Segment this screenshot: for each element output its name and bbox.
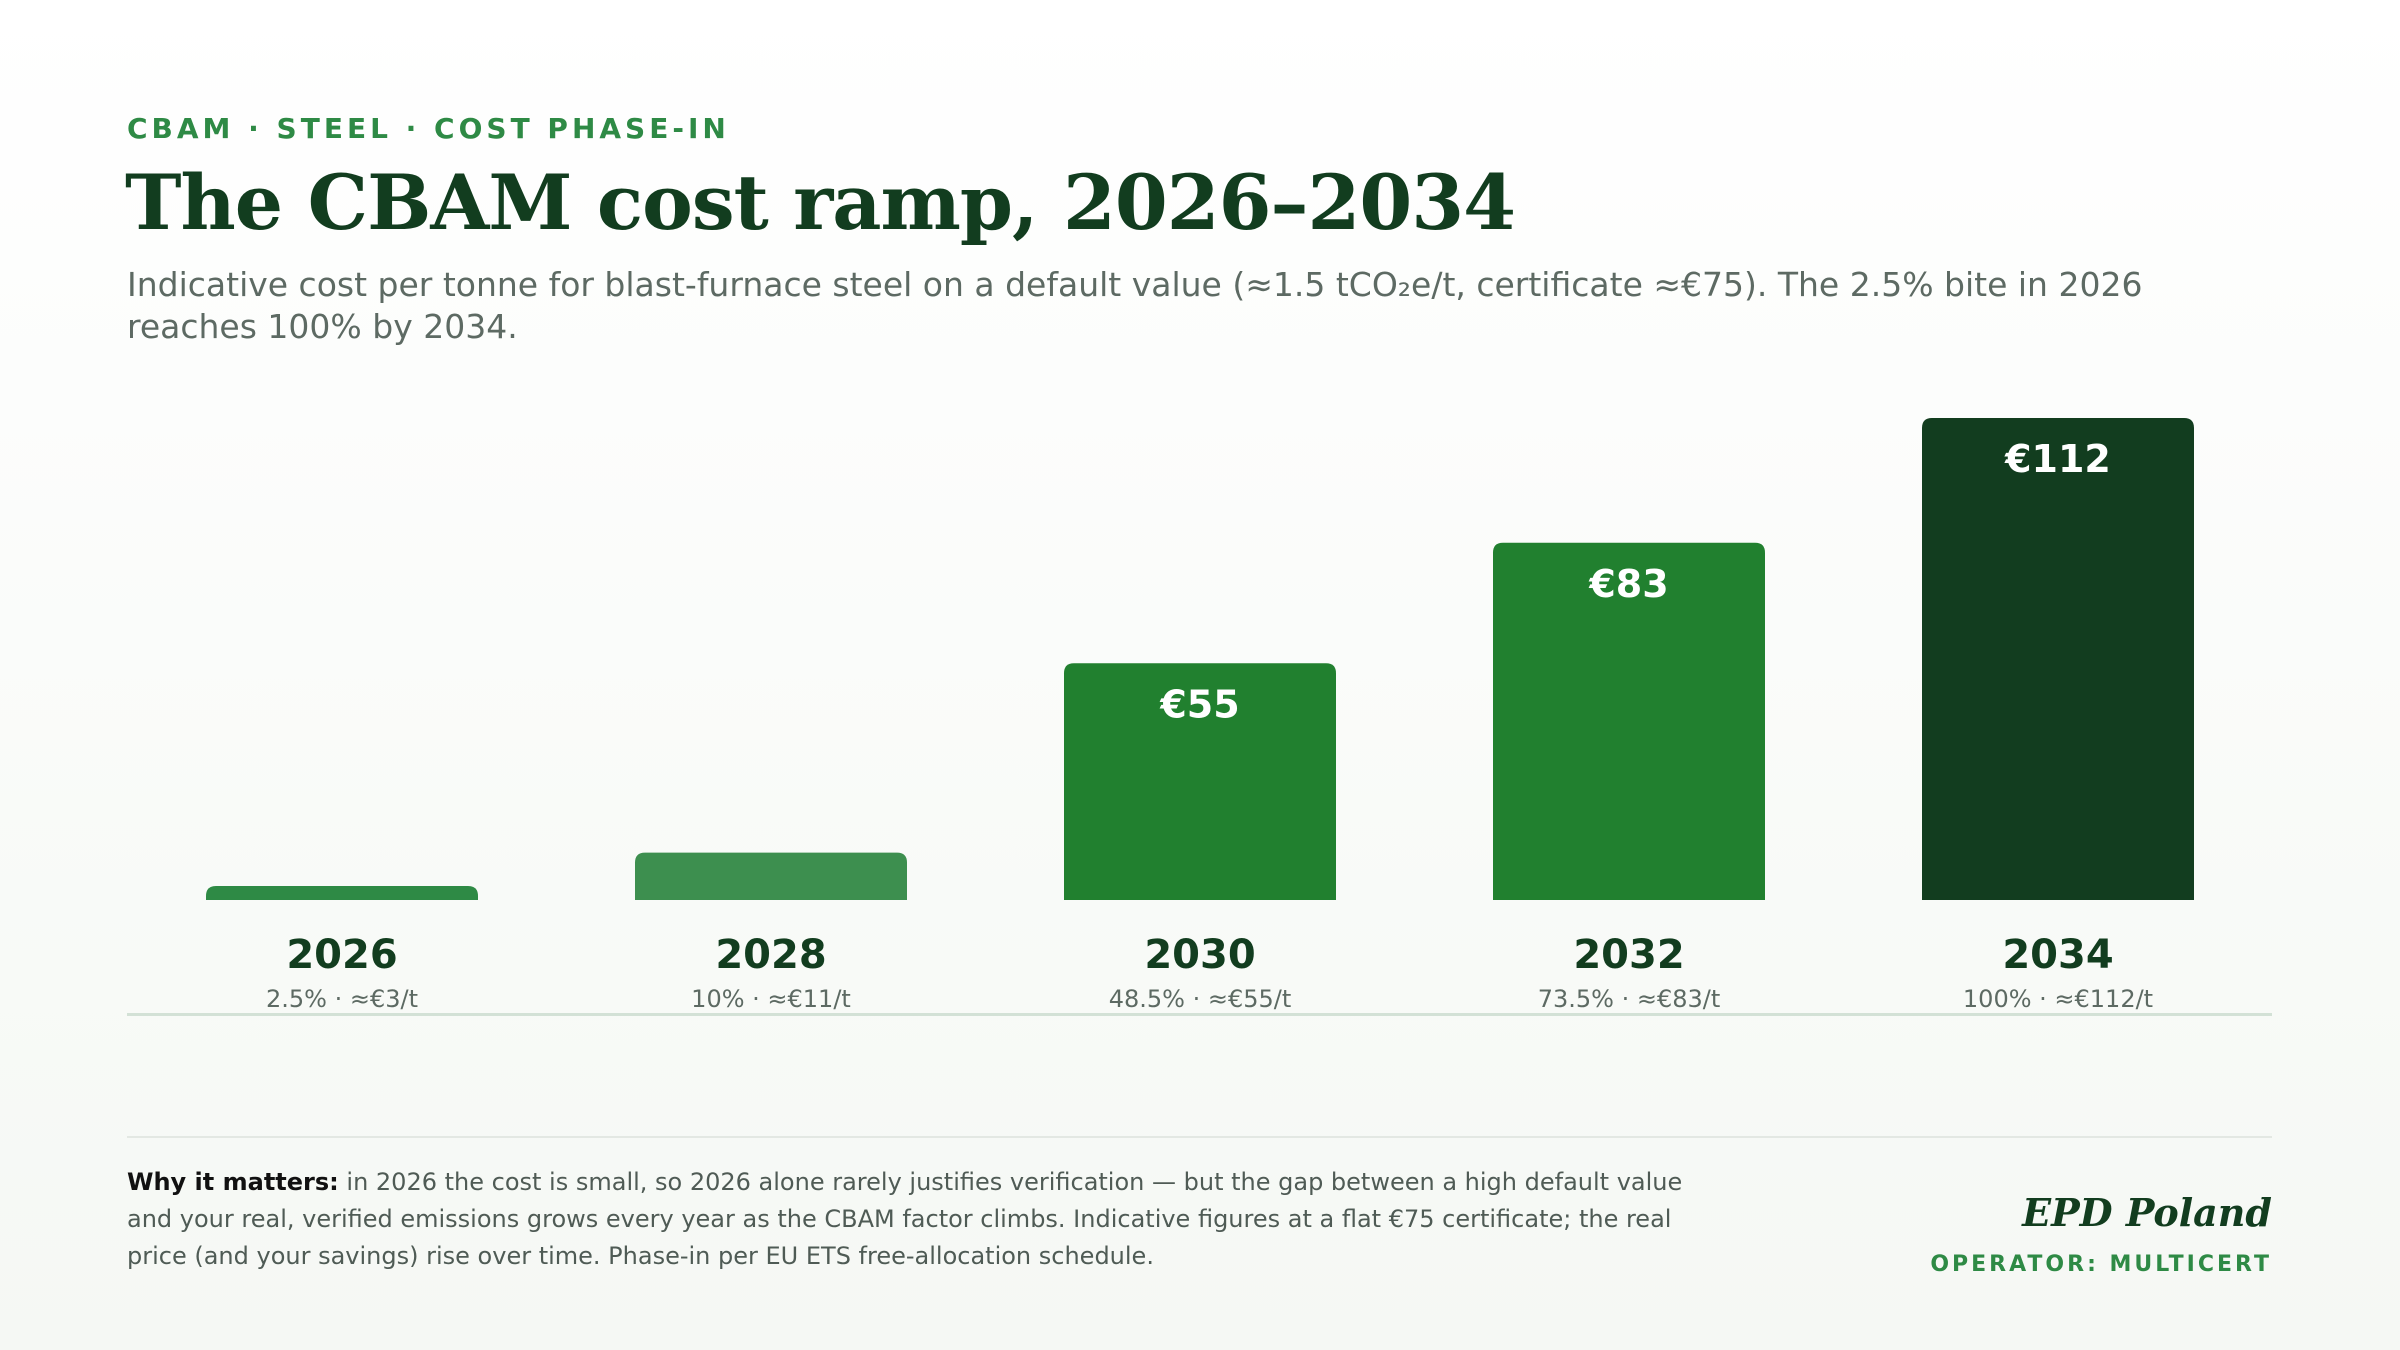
axis-baseline — [127, 1013, 2272, 1016]
why-it-matters-note: Why it matters: in 2026 the cost is smal… — [127, 1164, 1707, 1275]
category-sub-label: 10% · ≈€11/t — [691, 985, 851, 1013]
bar-chart: 2026 2.5% · ≈€3/t 2028 10% · ≈€11/t €55 2030 4… — [127, 418, 2272, 1016]
bar-value-label: €112 — [2004, 437, 2111, 481]
bar-2028 — [635, 852, 907, 900]
operator-label: OPERATOR: MULTICERT — [1930, 1252, 2272, 1277]
bar-2032 — [1493, 542, 1765, 900]
note-lead: Why it matters: — [127, 1168, 339, 1196]
note-text: in 2026 the cost is small, so 2026 alone… — [127, 1168, 1683, 1270]
brand-logo: EPD Poland — [2022, 1190, 2272, 1235]
category-label: 2028 — [715, 932, 826, 978]
bar-value-label: €55 — [1159, 682, 1239, 726]
footer-divider — [127, 1136, 2272, 1138]
category-label: 2034 — [2002, 932, 2113, 978]
chart-subtitle: Indicative cost per tonne for blast-furn… — [127, 265, 2143, 346]
chart-eyebrow: CBAM · STEEL · COST PHASE-IN — [127, 112, 730, 145]
bar-2034 — [1922, 418, 2194, 900]
category-sub-label: 100% · ≈€112/t — [1963, 985, 2153, 1013]
category-label: 2030 — [1144, 932, 1255, 978]
chart-title: The CBAM cost ramp, 2026–2034 — [125, 158, 1516, 247]
bar-value-label: €83 — [1588, 562, 1668, 606]
category-label: 2032 — [1573, 932, 1684, 978]
category-sub-label: 2.5% · ≈€3/t — [266, 985, 418, 1013]
category-sub-label: 73.5% · ≈€83/t — [1538, 985, 1721, 1013]
category-sub-label: 48.5% · ≈€55/t — [1109, 985, 1292, 1013]
bar-2026 — [206, 886, 478, 900]
category-label: 2026 — [286, 932, 397, 978]
bar-2030 — [1064, 663, 1336, 900]
